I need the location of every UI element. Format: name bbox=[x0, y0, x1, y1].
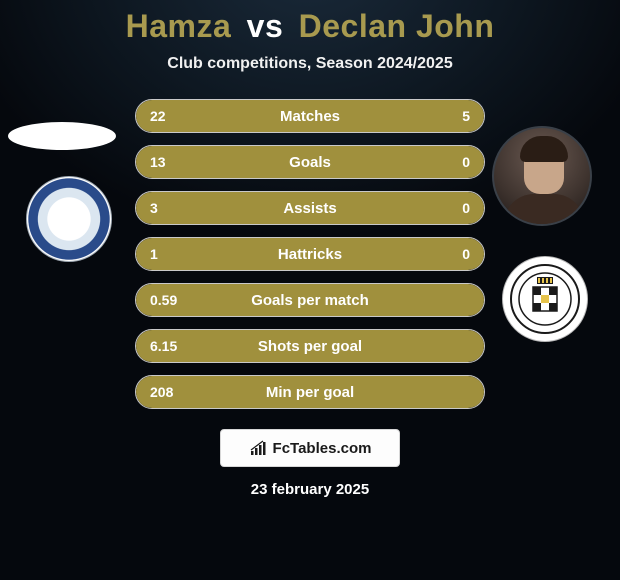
brand-badge[interactable]: FcTables.com bbox=[220, 429, 400, 467]
stat-label: Hattricks bbox=[136, 246, 484, 263]
player2-name: Declan John bbox=[299, 8, 495, 44]
footer-date: 23 february 2025 bbox=[251, 481, 369, 498]
stat-row-min-per-goal: 208 Min per goal bbox=[135, 375, 485, 409]
stat-label: Assists bbox=[136, 200, 484, 217]
stats-list: 22 Matches 5 13 Goals 0 3 Assists 0 1 Ha… bbox=[0, 99, 620, 580]
subtitle: Club competitions, Season 2024/2025 bbox=[167, 55, 452, 73]
stat-row-matches: 22 Matches 5 bbox=[135, 99, 485, 133]
stat-label: Goals per match bbox=[136, 292, 484, 309]
player1-name: Hamza bbox=[126, 8, 232, 44]
stat-label: Goals bbox=[136, 154, 484, 171]
stat-row-goals-per-match: 0.59 Goals per match bbox=[135, 283, 485, 317]
vs-label: vs bbox=[247, 8, 284, 44]
stat-right-value: 0 bbox=[462, 246, 470, 262]
stat-row-goals: 13 Goals 0 bbox=[135, 145, 485, 179]
stat-row-hattricks: 1 Hattricks 0 bbox=[135, 237, 485, 271]
stat-right-value: 0 bbox=[462, 154, 470, 170]
stat-right-value: 0 bbox=[462, 200, 470, 216]
stat-right-value: 5 bbox=[462, 108, 470, 124]
stat-row-shots-per-goal: 6.15 Shots per goal bbox=[135, 329, 485, 363]
page-title: Hamza vs Declan John bbox=[126, 8, 495, 45]
brand-text: FcTables.com bbox=[273, 440, 372, 457]
stat-label: Min per goal bbox=[136, 384, 484, 401]
comparison-card: Hamza vs Declan John Club competitions, … bbox=[0, 0, 620, 580]
stat-label: Shots per goal bbox=[136, 338, 484, 355]
stat-label: Matches bbox=[136, 108, 484, 125]
stat-row-assists: 3 Assists 0 bbox=[135, 191, 485, 225]
fctables-icon bbox=[249, 439, 267, 457]
